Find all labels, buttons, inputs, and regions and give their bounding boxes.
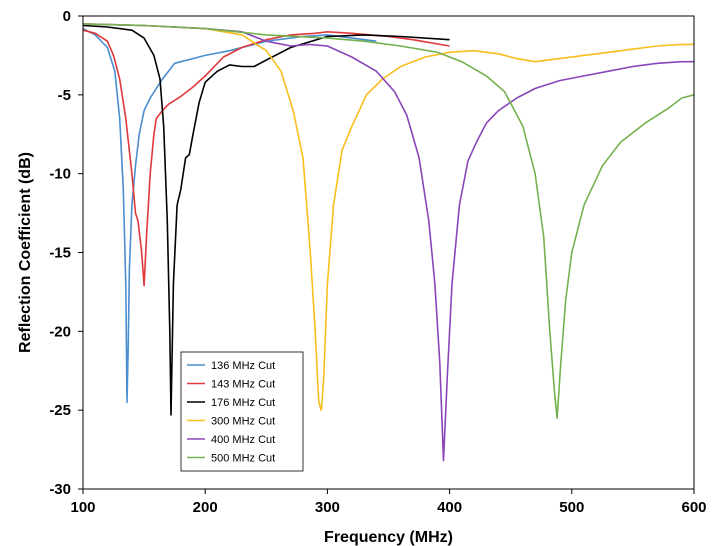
- legend-label: 400 MHz Cut: [211, 434, 275, 446]
- y-tick-label: -15: [49, 245, 71, 262]
- legend-label: 500 MHz Cut: [211, 453, 275, 465]
- series-line-4: [82, 23, 694, 462]
- x-tick-label: 300: [315, 499, 340, 516]
- y-tick-label: -20: [49, 323, 71, 340]
- series-line-1: [82, 29, 450, 287]
- x-tick-label: 200: [193, 499, 218, 516]
- legend-label: 136 MHz Cut: [211, 360, 275, 372]
- y-tick-label: -5: [58, 87, 71, 104]
- plot-lines: [82, 23, 695, 462]
- x-tick-label: 600: [681, 499, 706, 516]
- x-tick-label: 400: [437, 499, 462, 516]
- x-tick-label: 100: [70, 499, 95, 516]
- y-axis-ticks: 0 -5 -10 -15 -20 -25 -30: [49, 8, 83, 498]
- y-axis-title: Reflection Coefficient (dB): [17, 152, 34, 353]
- legend-label: 143 MHz Cut: [211, 379, 275, 391]
- legend-box: [180, 351, 304, 472]
- series-line-5: [82, 23, 695, 419]
- y-tick-label: -10: [49, 166, 71, 183]
- y-tick-label: -30: [49, 481, 71, 498]
- series-line-3: [82, 23, 694, 412]
- y-tick-label: 0: [63, 8, 71, 25]
- legend-label: 176 MHz Cut: [211, 397, 275, 409]
- x-tick-label: 500: [559, 499, 584, 516]
- y-tick-label: -25: [49, 402, 71, 419]
- legend: 136 MHz Cut 143 MHz Cut 176 MHz Cut 300 MHz…: [180, 351, 304, 472]
- x-axis-title: Frequency (MHz): [324, 529, 453, 546]
- legend-label: 300 MHz Cut: [211, 416, 275, 428]
- series-line-2: [82, 24, 450, 416]
- x-axis-ticks: 100 200 300 400 500 600: [70, 489, 707, 516]
